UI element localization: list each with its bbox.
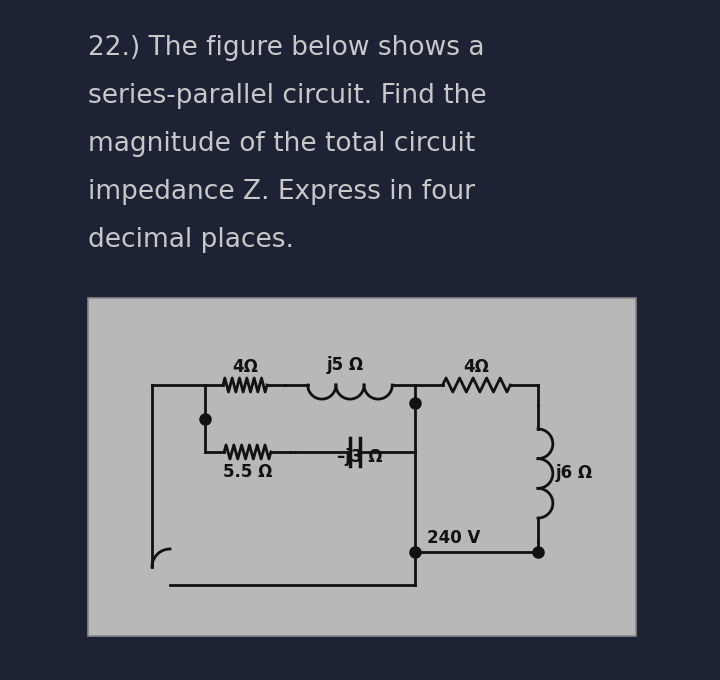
Text: 4Ω: 4Ω	[464, 358, 490, 376]
Text: 22.) The figure below shows a: 22.) The figure below shows a	[88, 35, 485, 61]
Text: 4Ω: 4Ω	[232, 358, 258, 376]
Text: 5.5 Ω: 5.5 Ω	[222, 463, 272, 481]
Text: magnitude of the total circuit: magnitude of the total circuit	[88, 131, 475, 157]
Text: j6 Ω: j6 Ω	[556, 464, 593, 483]
Bar	[88, 298, 636, 636]
Text: series-parallel circuit. Find the: series-parallel circuit. Find the	[88, 83, 487, 109]
Text: –j3 Ω: –j3 Ω	[337, 448, 383, 466]
Text: 240 V: 240 V	[427, 529, 480, 547]
Text: impedance Z. Express in four: impedance Z. Express in four	[88, 179, 475, 205]
Text: j5 Ω: j5 Ω	[326, 356, 364, 374]
Text: decimal places.: decimal places.	[88, 227, 294, 253]
